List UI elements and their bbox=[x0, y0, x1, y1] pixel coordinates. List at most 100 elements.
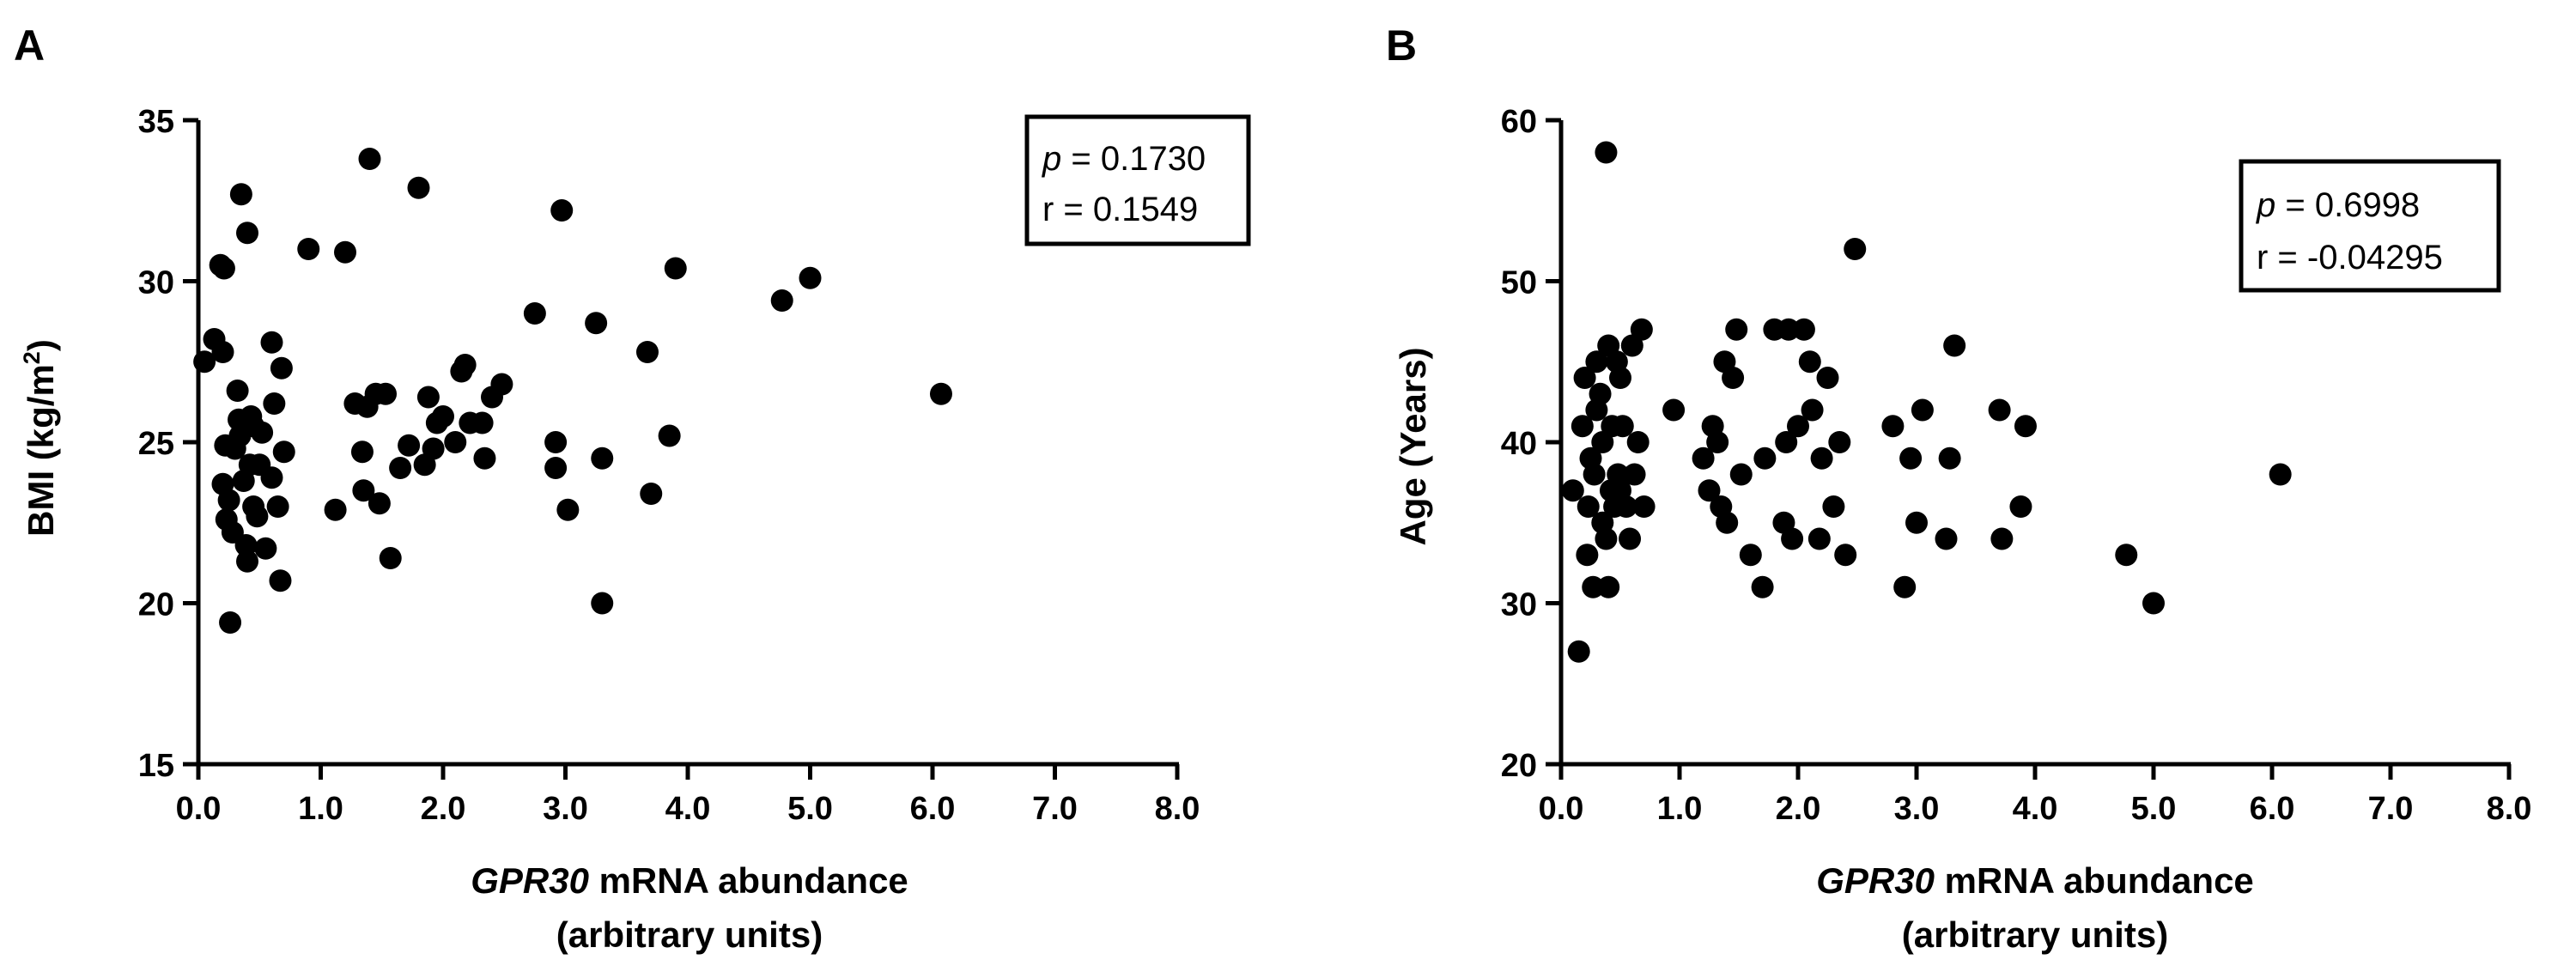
data-point bbox=[1935, 527, 1958, 550]
data-point bbox=[1899, 446, 1923, 470]
data-point bbox=[444, 431, 467, 453]
x-tick-label: 4.0 bbox=[665, 791, 711, 827]
data-point bbox=[1807, 527, 1831, 550]
x-tick-label: 2.0 bbox=[421, 791, 466, 827]
data-point bbox=[1623, 463, 1646, 486]
y-tick-label: 15 bbox=[138, 748, 174, 784]
data-point bbox=[1990, 527, 2014, 550]
data-point bbox=[1822, 495, 1845, 518]
data-point bbox=[1591, 431, 1614, 453]
x-tick-label: 0.0 bbox=[1539, 791, 1584, 827]
x-tick-label: 3.0 bbox=[1894, 791, 1940, 827]
data-point bbox=[236, 550, 258, 573]
data-point bbox=[635, 341, 659, 363]
data-point bbox=[236, 222, 258, 245]
data-point bbox=[1775, 431, 1798, 453]
y-tick-label: 35 bbox=[138, 104, 174, 140]
data-point bbox=[1725, 318, 1748, 341]
data-point bbox=[2269, 463, 2292, 486]
r-value: r = 0.1549 bbox=[1042, 191, 1198, 228]
data-point bbox=[416, 386, 440, 409]
data-point bbox=[422, 437, 445, 460]
x-axis-label: GPR30 mRNA abundance bbox=[1816, 860, 2254, 901]
x-tick-label: 8.0 bbox=[1155, 791, 1200, 827]
data-point bbox=[1911, 398, 1934, 422]
data-point bbox=[1567, 640, 1590, 663]
x-tick-label: 4.0 bbox=[2013, 791, 2058, 827]
data-point bbox=[407, 176, 430, 199]
x-tick-label: 0.0 bbox=[176, 791, 222, 827]
r-value: r = -0.04295 bbox=[2257, 239, 2443, 276]
data-point bbox=[297, 238, 320, 260]
data-point bbox=[770, 289, 793, 312]
data-point bbox=[1739, 544, 1762, 567]
data-point bbox=[1905, 511, 1928, 534]
x-tick-label: 3.0 bbox=[543, 791, 588, 827]
panel-label: B bbox=[1386, 21, 1417, 70]
data-point bbox=[1828, 431, 1851, 453]
data-point bbox=[1583, 463, 1606, 486]
data-point bbox=[1816, 367, 1839, 389]
data-point bbox=[523, 302, 546, 325]
x-tick-label: 5.0 bbox=[2131, 791, 2177, 827]
data-point bbox=[368, 492, 391, 515]
data-point bbox=[1609, 367, 1631, 389]
data-point bbox=[490, 373, 513, 396]
data-point bbox=[591, 592, 614, 615]
data-point bbox=[1614, 495, 1637, 518]
y-tick-label: 40 bbox=[1501, 426, 1537, 462]
p-value: p = 0.6998 bbox=[2256, 186, 2420, 224]
data-point bbox=[2014, 415, 2037, 438]
y-tick-label: 20 bbox=[1501, 748, 1537, 784]
data-point bbox=[324, 498, 347, 521]
data-point bbox=[398, 434, 421, 457]
data-point bbox=[272, 440, 295, 464]
data-point bbox=[1716, 511, 1739, 534]
data-point bbox=[1938, 446, 1961, 470]
data-point bbox=[212, 257, 235, 280]
data-point bbox=[1611, 415, 1634, 438]
data-point bbox=[1589, 382, 1612, 405]
data-point bbox=[2142, 592, 2165, 615]
stats-box: p = 0.1730 r = 0.1549 bbox=[1024, 114, 1251, 246]
data-point bbox=[1844, 238, 1867, 260]
data-point bbox=[269, 569, 292, 592]
y-tick-label: 50 bbox=[1501, 265, 1537, 301]
data-point bbox=[591, 446, 614, 470]
data-point bbox=[1619, 527, 1642, 550]
data-point bbox=[1881, 415, 1905, 438]
data-point bbox=[246, 505, 269, 528]
ticks: 0.0 1.0 2.0 3.0 4.0 5.0 6.0 7.0 8.0 15 20 25 30 35 bbox=[138, 104, 1200, 827]
data-point bbox=[585, 312, 608, 335]
data-point bbox=[1810, 446, 1833, 470]
data-point bbox=[1632, 495, 1656, 518]
data-point bbox=[1943, 334, 1966, 357]
data-point bbox=[453, 354, 477, 376]
data-point bbox=[251, 421, 274, 444]
data-point bbox=[217, 489, 240, 512]
x-tick-label: 7.0 bbox=[2368, 791, 2414, 827]
data-point bbox=[1620, 334, 1643, 357]
data-point bbox=[374, 382, 398, 405]
data-point bbox=[1626, 431, 1649, 453]
y-tick-label: 20 bbox=[138, 587, 174, 623]
data-point bbox=[1834, 544, 1857, 567]
data-point bbox=[1792, 318, 1815, 341]
data-point bbox=[1692, 446, 1715, 470]
data-point bbox=[1595, 141, 1618, 164]
data-point bbox=[1893, 575, 1917, 598]
data-point bbox=[2009, 495, 2032, 518]
data-point bbox=[1781, 527, 1804, 550]
y-axis-label: BMI (kg/m2) bbox=[19, 339, 61, 537]
data-point bbox=[1582, 575, 1605, 598]
data-point bbox=[1777, 318, 1800, 341]
data-point bbox=[358, 148, 381, 170]
x-tick-label: 7.0 bbox=[1032, 791, 1078, 827]
data-point bbox=[1576, 544, 1599, 567]
data-point bbox=[1571, 415, 1594, 438]
data-point bbox=[1698, 479, 1721, 502]
points bbox=[193, 148, 952, 634]
y-tick-label: 60 bbox=[1501, 104, 1537, 140]
data-point bbox=[352, 479, 375, 502]
